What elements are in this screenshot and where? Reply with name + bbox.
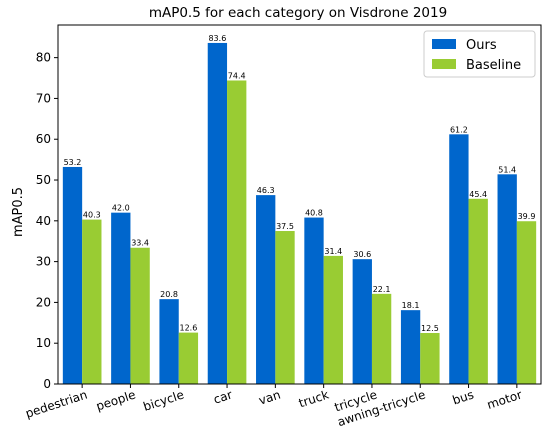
bar-baseline-truck bbox=[323, 255, 343, 384]
data-label-ours-awning-tricycle: 18.1 bbox=[402, 301, 420, 310]
data-label-baseline-motor: 39.9 bbox=[518, 212, 536, 221]
bar-ours-truck bbox=[304, 217, 324, 384]
bar-ours-van bbox=[256, 195, 276, 384]
data-label-ours-truck: 40.8 bbox=[305, 209, 323, 218]
y-tick-label: 40 bbox=[36, 214, 51, 228]
data-label-ours-bicycle: 20.8 bbox=[160, 290, 178, 299]
y-tick-label: 20 bbox=[36, 295, 51, 309]
legend-swatch-ours bbox=[432, 39, 456, 49]
y-tick-label: 80 bbox=[36, 51, 51, 65]
data-label-baseline-car: 74.4 bbox=[228, 71, 246, 80]
data-label-ours-people: 42.0 bbox=[112, 204, 130, 213]
data-label-baseline-people: 33.4 bbox=[131, 239, 149, 248]
bar-baseline-pedestrian bbox=[82, 219, 102, 384]
x-tick-label-truck: truck bbox=[297, 388, 331, 411]
y-tick-label: 50 bbox=[36, 173, 51, 187]
bar-ours-awning-tricycle bbox=[400, 310, 421, 384]
bar-ours-motor bbox=[497, 174, 517, 384]
data-label-ours-van: 46.3 bbox=[257, 186, 275, 195]
bar-baseline-people bbox=[130, 247, 150, 384]
chart-title: mAP0.5 for each category on Visdrone 201… bbox=[149, 5, 447, 21]
bar-ours-tricycle bbox=[352, 259, 372, 384]
data-label-baseline-van: 37.5 bbox=[276, 222, 294, 231]
x-tick-label-motor: motor bbox=[485, 388, 524, 412]
bar-ours-bicycle bbox=[159, 299, 179, 384]
x-tick-label-bus: bus bbox=[451, 388, 476, 408]
x-tick-label-van: van bbox=[257, 388, 282, 408]
data-label-ours-motor: 51.4 bbox=[498, 165, 516, 174]
y-tick-label: 70 bbox=[36, 91, 51, 105]
legend-label-baseline: Baseline bbox=[466, 58, 521, 73]
axes-frame bbox=[57, 24, 542, 385]
bar-baseline-car bbox=[227, 80, 247, 384]
data-label-baseline-truck: 31.4 bbox=[324, 247, 342, 256]
legend-swatch-baseline bbox=[432, 59, 456, 69]
y-tick-label: 30 bbox=[36, 255, 51, 269]
legend: Ours Baseline bbox=[423, 30, 536, 78]
x-tick-label-people: people bbox=[94, 388, 137, 414]
bar-baseline-van bbox=[275, 231, 295, 384]
bar-ours-bus bbox=[449, 134, 469, 384]
data-label-ours-bus: 61.2 bbox=[450, 125, 468, 134]
x-tick-label-pedestrian: pedestrian bbox=[24, 388, 89, 421]
data-label-ours-car: 83.6 bbox=[208, 34, 226, 43]
y-axis-label: mAP0.5 bbox=[11, 187, 26, 237]
y-tick-label: 60 bbox=[36, 132, 51, 146]
data-label-ours-tricycle: 30.6 bbox=[353, 250, 371, 259]
bar-ours-people bbox=[111, 212, 131, 384]
bar-ours-pedestrian bbox=[62, 166, 83, 384]
data-label-baseline-bus: 45.4 bbox=[469, 190, 487, 199]
plot-area: 53.2 42.0 20.8 83.6 46.3 40.8 30.6 18.1 61.2 51.4… bbox=[24, 24, 542, 429]
y-tick-label: 10 bbox=[36, 336, 51, 350]
data-label-baseline-awning-tricycle: 12.5 bbox=[421, 324, 439, 333]
data-label-baseline-tricycle: 22.1 bbox=[373, 285, 391, 294]
bar-ours-car bbox=[207, 42, 228, 384]
data-label-baseline-pedestrian: 40.3 bbox=[83, 211, 101, 220]
y-tick-label: 0 bbox=[43, 377, 51, 391]
bar-baseline-awning-tricycle bbox=[420, 333, 440, 384]
bar-baseline-tricycle bbox=[371, 293, 392, 384]
bar-baseline-bus bbox=[468, 198, 488, 384]
bar-baseline-motor bbox=[516, 221, 537, 384]
legend-label-ours: Ours bbox=[466, 38, 497, 53]
data-label-ours-pedestrian: 53.2 bbox=[64, 158, 82, 167]
x-tick-label-car: car bbox=[212, 388, 234, 407]
bar-baseline-bicycle bbox=[178, 332, 199, 384]
x-tick-label-bicycle: bicycle bbox=[141, 388, 185, 414]
data-label-baseline-bicycle: 12.6 bbox=[180, 324, 198, 333]
